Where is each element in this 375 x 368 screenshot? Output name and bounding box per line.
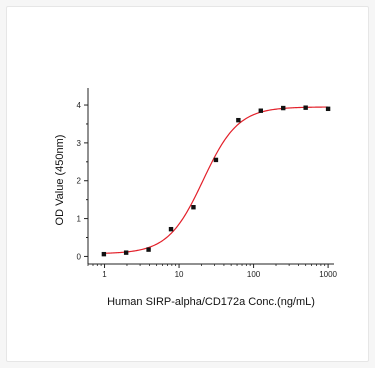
y-axis-title: OD Value (450nm) [54, 135, 66, 226]
chart-card [6, 6, 369, 362]
y-tick-label: 1 [77, 215, 82, 224]
data-point [168, 226, 174, 232]
x-tick-label: 100 [247, 270, 261, 279]
data-point [213, 157, 219, 163]
x-tick-label: 1000 [319, 270, 337, 279]
y-tick-label: 4 [77, 101, 82, 110]
data-point [281, 105, 286, 111]
data-point [325, 106, 331, 112]
data-point [258, 108, 263, 113]
y-tick-label: 0 [77, 252, 82, 261]
data-points [101, 105, 331, 257]
data-point [236, 117, 241, 123]
fit-curve [103, 106, 329, 254]
x-tick-label: 10 [175, 270, 184, 279]
data-point [303, 105, 308, 110]
axes: 0 1 2 3 4 1 10 100 1000 [77, 88, 338, 279]
y-tick-label: 2 [77, 177, 82, 186]
data-point [123, 250, 129, 255]
y-tick-label: 3 [77, 139, 82, 148]
data-point [191, 205, 196, 210]
x-tick-label: 1 [102, 270, 107, 279]
x-axis-title: Human SIRP-alpha/CD172a Conc.(ng/mL) [107, 296, 315, 308]
data-point [146, 247, 151, 252]
data-point [101, 251, 107, 257]
